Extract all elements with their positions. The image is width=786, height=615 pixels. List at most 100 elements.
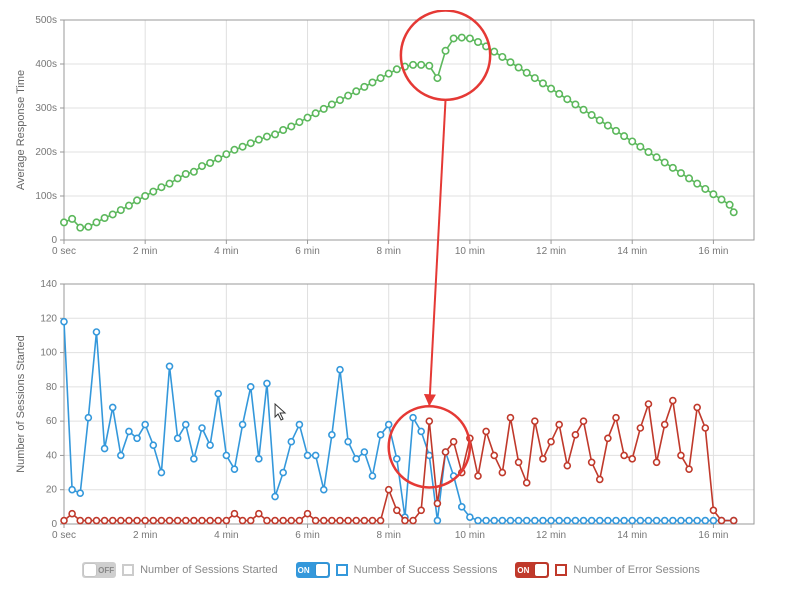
- chart2-marker-success: [102, 446, 108, 452]
- chart2-marker-error: [394, 507, 400, 513]
- chart1-marker-response_time: [207, 160, 213, 166]
- chart2-marker-error: [305, 511, 311, 517]
- chart2-marker-error: [443, 449, 449, 455]
- chart2-marker-error: [369, 518, 375, 524]
- chart1-marker-response_time: [507, 59, 513, 65]
- chart1-marker-response_time: [126, 202, 132, 208]
- chart2-marker-success: [556, 518, 562, 524]
- chart2-ytick-label: 80: [46, 382, 58, 393]
- chart1-marker-response_time: [442, 48, 448, 54]
- toggle-text: ON: [517, 566, 529, 575]
- chart1-marker-response_time: [337, 97, 343, 103]
- chart2-marker-error: [451, 439, 457, 445]
- chart2-marker-error: [564, 463, 570, 469]
- chart2-marker-error: [353, 518, 359, 524]
- chart2-marker-error: [645, 401, 651, 407]
- legend-swatch-error-sessions: [555, 564, 567, 576]
- chart1-marker-response_time: [499, 54, 505, 60]
- chart1-marker-response_time: [670, 165, 676, 171]
- toggle-sessions-started[interactable]: OFF: [82, 562, 116, 578]
- chart2-xtick-label: 14 min: [617, 530, 647, 541]
- legend-label-sessions-started: Number of Sessions Started: [140, 564, 278, 576]
- chart2-ytick-label: 40: [46, 450, 58, 461]
- chart1-marker-response_time: [450, 35, 456, 41]
- chart2-xtick-label: 2 min: [133, 530, 157, 541]
- chart2-marker-success: [256, 456, 262, 462]
- chart2-marker-success: [369, 473, 375, 479]
- chart2-marker-error: [207, 518, 213, 524]
- chart1-marker-response_time: [321, 106, 327, 112]
- chart2-marker-error: [248, 518, 254, 524]
- chart2-marker-error: [345, 518, 351, 524]
- chart2-marker-error: [191, 518, 197, 524]
- chart2-marker-error: [361, 518, 367, 524]
- chart2-marker-success: [572, 518, 578, 524]
- chart2-marker-error: [556, 422, 562, 428]
- chart2-marker-success: [61, 319, 67, 325]
- chart2-xtick-label: 6 min: [295, 530, 319, 541]
- chart1-marker-response_time: [426, 63, 432, 69]
- chart2-marker-error: [110, 518, 116, 524]
- chart1-svg: 0100s200s300s400s500s0 sec2 min4 min6 mi…: [10, 10, 770, 270]
- chart2-marker-success: [524, 518, 530, 524]
- chart2-marker-error: [475, 473, 481, 479]
- chart1-marker-response_time: [597, 117, 603, 123]
- chart2-marker-error: [678, 452, 684, 458]
- chart1-xtick-label: 8 min: [376, 246, 400, 257]
- chart1-marker-response_time: [93, 219, 99, 225]
- chart1-marker-response_time: [215, 155, 221, 161]
- chart2-marker-error: [532, 418, 538, 424]
- chart2-marker-error: [126, 518, 132, 524]
- legend: OFF Number of Sessions Started ON Number of…: [10, 562, 772, 578]
- chart1-marker-response_time: [572, 101, 578, 107]
- chart2-marker-error: [516, 459, 522, 465]
- chart2-marker-error: [240, 518, 246, 524]
- chart1-marker-response_time: [231, 147, 237, 153]
- legend-swatch-success-sessions: [336, 564, 348, 576]
- chart2-marker-success: [231, 466, 237, 472]
- chart1-marker-response_time: [361, 84, 367, 90]
- toggle-knob: [316, 564, 328, 576]
- legend-item-sessions-started: OFF Number of Sessions Started: [82, 562, 278, 578]
- chart2-marker-error: [589, 459, 595, 465]
- chart2-xtick-label: 8 min: [376, 530, 400, 541]
- chart1-marker-response_time: [637, 144, 643, 150]
- chart2-marker-success: [296, 422, 302, 428]
- chart2-marker-error: [313, 518, 319, 524]
- chart1-marker-response_time: [662, 159, 668, 165]
- chart2-marker-error: [702, 425, 708, 431]
- chart1-marker-response_time: [280, 127, 286, 133]
- chart2-marker-error: [605, 435, 611, 441]
- chart2-marker-error: [662, 422, 668, 428]
- chart2-marker-success: [532, 518, 538, 524]
- chart1-xtick-label: 4 min: [214, 246, 238, 257]
- chart2-marker-error: [256, 511, 262, 517]
- chart1-marker-response_time: [304, 114, 310, 120]
- toggle-error-sessions[interactable]: ON: [515, 562, 549, 578]
- chart2-marker-error: [337, 518, 343, 524]
- chart2-marker-error: [215, 518, 221, 524]
- chart1-marker-response_time: [345, 92, 351, 98]
- chart2-marker-success: [459, 504, 465, 510]
- chart2-xtick-label: 4 min: [214, 530, 238, 541]
- chart2-marker-success: [175, 435, 181, 441]
- chart2-marker-success: [516, 518, 522, 524]
- chart2-marker-success: [337, 367, 343, 373]
- chart1-marker-response_time: [580, 107, 586, 113]
- chart2-marker-success: [589, 518, 595, 524]
- chart2-marker-success: [345, 439, 351, 445]
- chart2-marker-success: [467, 514, 473, 520]
- chart1-marker-response_time: [694, 180, 700, 186]
- chart2-marker-error: [629, 456, 635, 462]
- chart2-marker-error: [402, 518, 408, 524]
- chart2-marker-success: [540, 518, 546, 524]
- chart2-marker-success: [223, 452, 229, 458]
- chart2-marker-error: [142, 518, 148, 524]
- toggle-success-sessions[interactable]: ON: [296, 562, 330, 578]
- chart1-marker-response_time: [653, 154, 659, 160]
- chart2-marker-success: [507, 518, 513, 524]
- chart2-marker-success: [248, 384, 254, 390]
- chart1-ytick-label: 200s: [35, 147, 57, 158]
- chart1-ytick-label: 400s: [35, 59, 57, 70]
- chart2-marker-error: [69, 511, 75, 517]
